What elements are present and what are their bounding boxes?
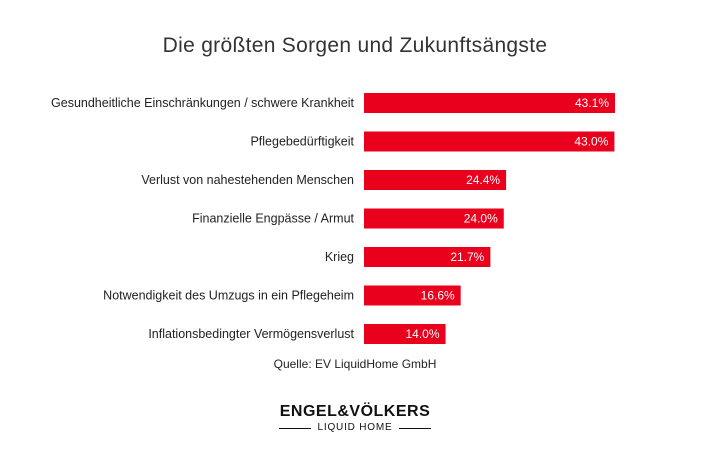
- bar: [364, 170, 507, 190]
- bar: [364, 131, 615, 152]
- category-label: Verlust von nahestehenden Menschen: [141, 173, 354, 187]
- bar: [364, 285, 461, 306]
- bar-value-label: 43.0%: [574, 135, 608, 149]
- brand-logo: ENGEL&VÖLKERS LIQUID HOME: [0, 403, 710, 434]
- category-label: Pflegebedürftigkeit: [250, 135, 354, 149]
- logo-subline: LIQUID HOME: [317, 422, 393, 433]
- category-label: Notwendigkeit des Umzugs in ein Pflegehe…: [103, 289, 354, 303]
- chart-title: Die größten Sorgen und Zukunftsängste: [162, 34, 548, 57]
- logo-rule-right: [399, 427, 432, 429]
- category-label: Finanzielle Engpässe / Armut: [192, 212, 354, 226]
- bar-value-label: 21.7%: [450, 250, 484, 264]
- logo-wordmark: ENGEL&VÖLKERS: [279, 403, 431, 420]
- bar-value-label: 14.0%: [406, 327, 440, 341]
- bar: [364, 93, 615, 113]
- bar-value-label: 43.1%: [575, 96, 609, 110]
- category-label: Inflationsbedingter Vermögensverlust: [148, 327, 354, 341]
- source-note: Quelle: EV LiquidHome GmbH: [273, 357, 437, 371]
- bar-value-label: 16.6%: [421, 289, 455, 303]
- bar-value-label: 24.0%: [464, 212, 498, 226]
- bar: [364, 208, 504, 229]
- bar-value-label: 24.4%: [466, 173, 500, 187]
- bar: [364, 324, 446, 344]
- bar: [364, 247, 491, 267]
- logo-rule-left: [278, 427, 311, 429]
- category-label: Gesundheitliche Einschränkungen / schwer…: [51, 96, 354, 110]
- category-label: Krieg: [325, 250, 354, 264]
